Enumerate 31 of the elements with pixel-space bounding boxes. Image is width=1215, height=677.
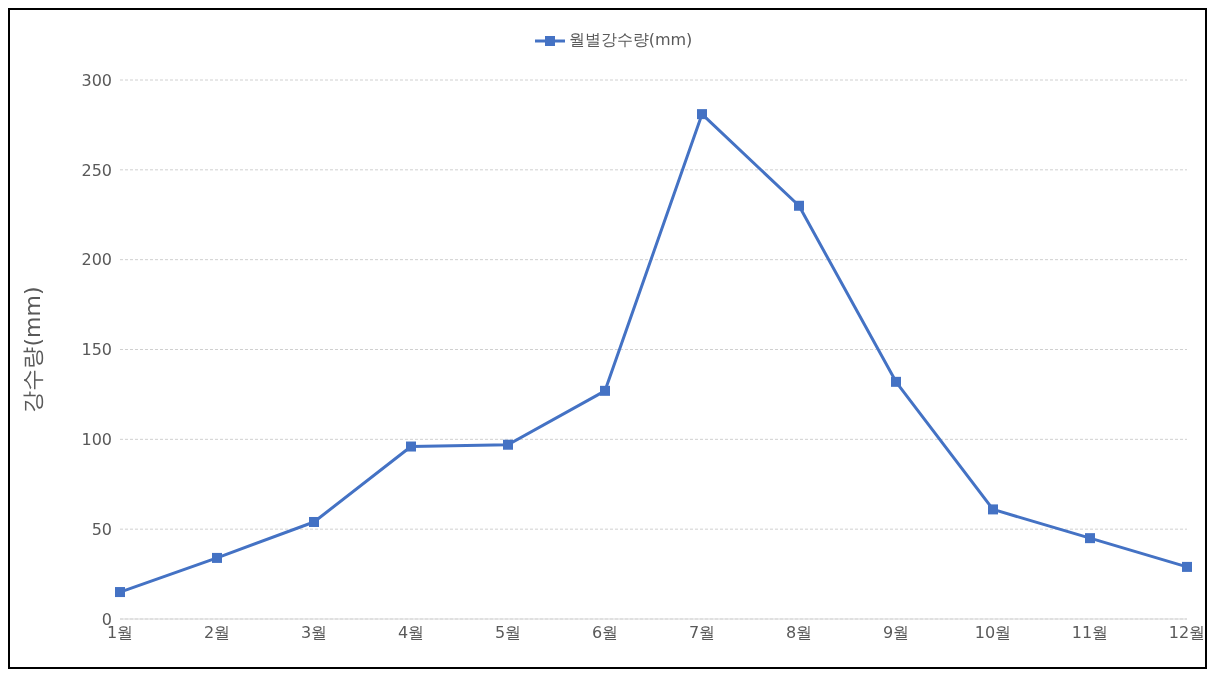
point: [309, 516, 319, 527]
point: [988, 504, 998, 515]
y-tick-label: 100: [81, 430, 112, 450]
point: [1182, 561, 1192, 572]
y-axis-title: 강수량(mm): [19, 286, 45, 413]
y-tick-label: 50: [91, 519, 112, 539]
x-tick-label: 6월: [591, 623, 619, 643]
point: [794, 200, 804, 211]
point: [600, 385, 610, 396]
x-tick-label: 3월: [300, 623, 328, 643]
x-tick-label: 2월: [203, 623, 231, 643]
y-tick-label: 300: [81, 70, 112, 90]
x-tick-label: 9월: [882, 623, 910, 643]
point: [697, 109, 707, 120]
x-tick-label: 4월: [397, 623, 425, 643]
y-tick-label: 250: [81, 160, 112, 180]
point: [891, 376, 901, 387]
point: [115, 587, 125, 598]
point: [1085, 533, 1095, 544]
point: [503, 439, 513, 450]
x-tick-label: 10월: [974, 623, 1012, 643]
x-tick-label: 8월: [785, 623, 813, 643]
y-tick-label: 200: [81, 250, 112, 270]
legend-label: 월별강수량(mm): [568, 30, 693, 51]
point: [406, 441, 416, 452]
x-tick-label: 5월: [494, 623, 522, 643]
y-tick-label: 150: [81, 340, 112, 360]
x-tick-label: 7월: [688, 623, 716, 643]
x-tick-label: 11월: [1071, 623, 1109, 643]
x-tick-label: 12월: [1168, 623, 1206, 643]
point: [212, 552, 222, 563]
